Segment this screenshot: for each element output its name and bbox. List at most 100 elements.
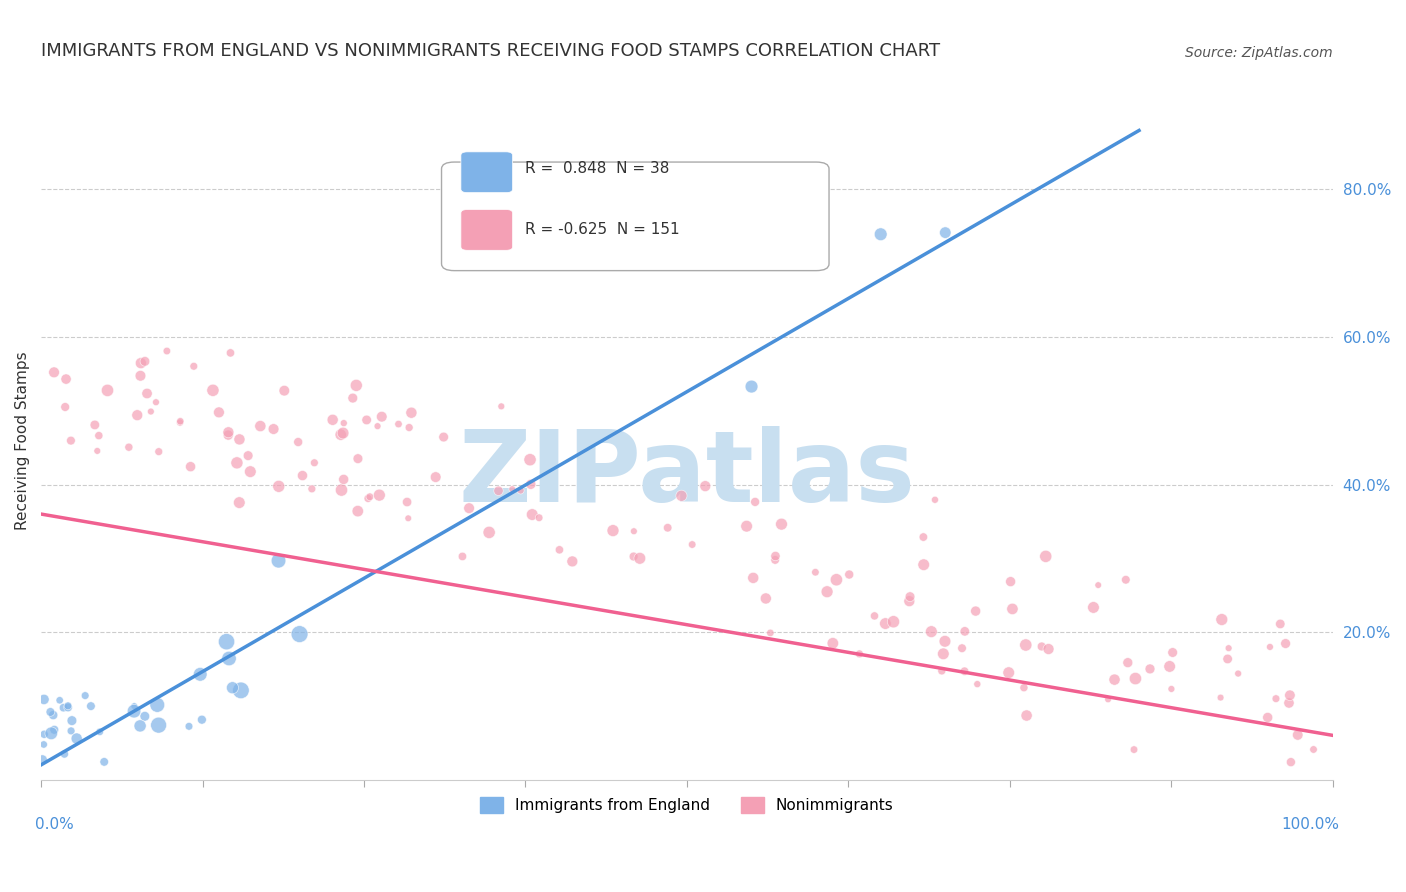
Point <box>997 665 1019 680</box>
Point <box>236 449 259 463</box>
Point <box>1115 573 1137 587</box>
Point <box>425 470 447 484</box>
FancyBboxPatch shape <box>461 210 513 251</box>
Point <box>228 495 250 509</box>
Point <box>55 372 77 386</box>
Point <box>93 755 115 769</box>
Point <box>357 491 380 506</box>
Point <box>228 433 250 447</box>
Point <box>134 709 156 723</box>
Point <box>56 700 79 714</box>
Point <box>239 465 262 479</box>
FancyBboxPatch shape <box>441 162 830 270</box>
Point <box>273 384 295 398</box>
Point <box>755 591 778 606</box>
Point <box>912 558 935 572</box>
Point <box>129 356 152 370</box>
Point <box>1161 645 1184 659</box>
Point <box>501 482 523 496</box>
Point <box>950 641 973 656</box>
Point <box>763 553 786 567</box>
Point <box>1116 656 1139 670</box>
Point <box>32 692 55 706</box>
Point <box>924 492 946 507</box>
Point <box>42 365 65 379</box>
Point <box>1265 691 1288 706</box>
Point <box>48 693 70 707</box>
Point <box>39 726 62 740</box>
Point <box>695 479 717 493</box>
Point <box>221 681 243 695</box>
Point <box>346 504 368 518</box>
Point <box>770 517 793 532</box>
Point <box>332 472 354 486</box>
Point <box>31 753 53 767</box>
Point <box>96 384 118 398</box>
Point <box>83 417 105 432</box>
Point <box>304 456 326 470</box>
Point <box>371 409 394 424</box>
Point <box>848 647 870 661</box>
Point <box>53 400 76 414</box>
Point <box>1104 673 1126 687</box>
Point <box>623 549 645 564</box>
Point <box>66 731 89 746</box>
Point <box>1015 708 1038 723</box>
Legend: Immigrants from England, Nonimmigrants: Immigrants from England, Nonimmigrants <box>474 791 900 820</box>
Point <box>145 395 167 409</box>
Point <box>287 435 309 450</box>
Point <box>1279 755 1302 769</box>
Point <box>488 483 510 498</box>
Point <box>60 714 83 728</box>
Point <box>267 479 290 493</box>
Point <box>1139 662 1161 676</box>
Point <box>765 549 787 563</box>
Point <box>1031 640 1053 654</box>
Point <box>681 537 703 551</box>
Point <box>180 459 202 474</box>
Point <box>863 608 886 623</box>
Point <box>301 482 323 496</box>
Point <box>177 719 200 733</box>
Point <box>136 386 159 401</box>
Text: R =  0.848  N = 38: R = 0.848 N = 38 <box>526 161 669 177</box>
Point <box>744 495 766 509</box>
Point <box>129 368 152 383</box>
Point <box>934 226 956 240</box>
Point <box>249 419 271 434</box>
FancyBboxPatch shape <box>461 152 513 193</box>
Point <box>509 483 531 498</box>
Point <box>1209 690 1232 705</box>
Point <box>39 705 62 719</box>
Point <box>183 359 205 374</box>
Point <box>396 495 419 509</box>
Point <box>367 419 389 434</box>
Point <box>56 698 79 713</box>
Point <box>561 554 583 568</box>
Point <box>32 738 55 752</box>
Point <box>1038 642 1060 657</box>
Point <box>59 434 82 448</box>
Point <box>398 420 420 434</box>
Point <box>291 468 314 483</box>
Point <box>825 573 848 587</box>
Point <box>491 400 513 414</box>
Point <box>1000 574 1022 589</box>
Point <box>804 566 827 580</box>
Point <box>215 634 238 648</box>
Text: ZIPatlas: ZIPatlas <box>458 425 915 523</box>
Point <box>869 227 891 242</box>
Y-axis label: Receiving Food Stamps: Receiving Food Stamps <box>15 351 30 530</box>
Point <box>1216 652 1239 666</box>
Point <box>329 427 352 442</box>
Point <box>118 440 141 454</box>
Point <box>478 525 501 540</box>
Point <box>60 723 83 738</box>
Text: IMMIGRANTS FROM ENGLAND VS NONIMMIGRANTS RECEIVING FOOD STAMPS CORRELATION CHART: IMMIGRANTS FROM ENGLAND VS NONIMMIGRANTS… <box>41 42 941 61</box>
Point <box>1083 600 1105 615</box>
Point <box>741 379 763 393</box>
Point <box>735 519 758 533</box>
Point <box>344 378 367 392</box>
Point <box>201 384 224 398</box>
Point <box>396 511 419 525</box>
